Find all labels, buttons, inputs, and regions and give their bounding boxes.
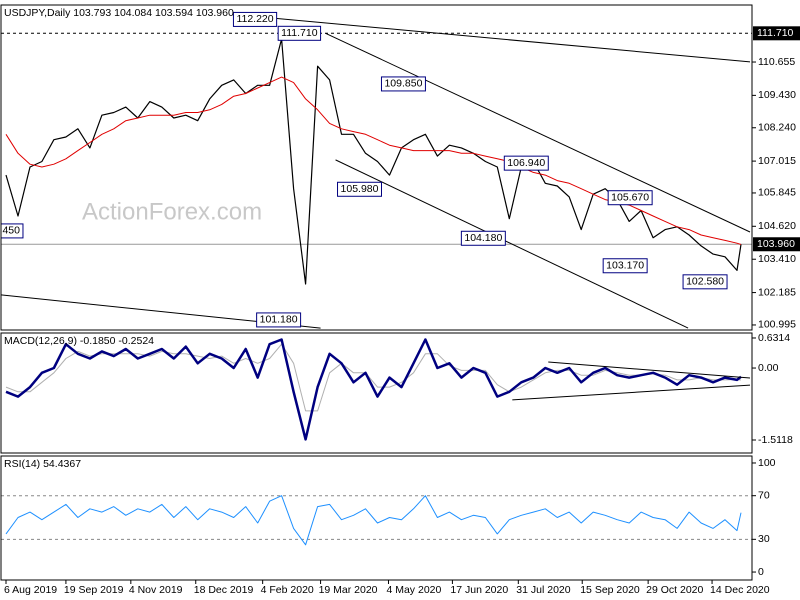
price-label-box <box>337 181 382 197</box>
x-tick-label: 4 May 2020 <box>386 584 441 596</box>
price-label-box <box>1 223 24 239</box>
series-line <box>5 343 742 412</box>
y-tick-label: 0.6314 <box>758 332 790 344</box>
panel: ActionForex.com 112.220 111.710 109.850 105.… <box>1 11 752 329</box>
price-label: 105.670 <box>611 191 649 203</box>
price-label-box <box>602 258 648 274</box>
x-tick-label: 4 Feb 2020 <box>261 584 314 596</box>
trend-line <box>236 14 751 63</box>
panel <box>5 338 751 441</box>
trend-line <box>325 32 751 233</box>
price-label-box <box>607 190 653 206</box>
y-tick-label: 102.185 <box>758 286 796 298</box>
price-label-box <box>232 11 278 27</box>
x-tick-label: 17 Jun 2020 <box>450 584 508 596</box>
panel <box>1 495 752 546</box>
price-label-box <box>503 155 549 171</box>
panel-title: RSI(14) 54.4367 <box>4 458 81 470</box>
level-label: 103.960 <box>757 238 795 250</box>
y-tick-label: 104.620 <box>758 220 796 232</box>
trend-line <box>512 384 751 401</box>
level-label: 111.710 <box>757 27 794 39</box>
x-tick-label: 15 Sep 2020 <box>580 584 640 596</box>
y-tick-label: 70 <box>758 489 770 501</box>
price-label: 450 <box>2 225 20 237</box>
price-label: 106.940 <box>507 157 545 169</box>
x-tick-label: 19 Mar 2020 <box>319 584 378 596</box>
y-tick-label: 0 <box>758 566 764 578</box>
price-label: 103.170 <box>606 260 644 272</box>
watermark: ActionForex.com <box>82 198 262 225</box>
x-tick-label: 14 Dec 2020 <box>710 584 770 596</box>
series-line <box>5 495 742 546</box>
series-line <box>5 38 742 285</box>
y-tick-label: 0.00 <box>758 362 779 374</box>
price-label: 112.220 <box>236 13 273 25</box>
y-tick-label: 103.410 <box>758 253 796 265</box>
trend-line <box>335 159 689 329</box>
x-tick-label: 31 Jul 2020 <box>516 584 570 596</box>
y-tick-label: 109.430 <box>758 89 796 101</box>
price-label: 105.980 <box>341 183 379 195</box>
trend-line <box>548 361 751 379</box>
level-label-box <box>753 237 800 252</box>
price-label: 102.580 <box>686 276 724 288</box>
x-tick-label: 19 Sep 2019 <box>64 584 124 596</box>
y-tick-label: 108.240 <box>758 122 796 134</box>
panel-frame <box>0 455 753 581</box>
price-label-box <box>460 230 506 246</box>
price-label: 101.180 <box>260 314 298 326</box>
x-tick-label: 4 Nov 2019 <box>129 584 183 596</box>
price-label-box <box>682 274 728 290</box>
price-label: 104.180 <box>464 232 502 244</box>
price-label-box <box>277 25 322 41</box>
price-label: 111.710 <box>281 27 318 39</box>
y-tick-label: 100.995 <box>758 319 796 331</box>
y-tick-label: 110.655 <box>758 56 795 68</box>
price-label-box <box>256 312 302 328</box>
panel-title: MACD(12,26,9) -0.1850 -0.2524 <box>4 335 154 347</box>
x-tick-label: 29 Oct 2020 <box>646 584 703 596</box>
panel-frame <box>0 4 753 331</box>
series-line <box>5 338 742 441</box>
price-label-box <box>380 76 426 92</box>
y-tick-label: 30 <box>758 533 770 545</box>
x-tick-label: 6 Aug 2019 <box>4 584 57 596</box>
panel-title: USDJPY,Daily 103.793 104.084 103.594 103… <box>4 7 234 19</box>
y-tick-label: 105.845 <box>758 187 796 199</box>
panel-frame <box>0 332 753 454</box>
level-label-box <box>753 26 800 41</box>
y-tick-label: 100 <box>758 457 776 469</box>
y-tick-label: -1.5118 <box>758 434 793 446</box>
x-tick-label: 18 Dec 2019 <box>194 584 254 596</box>
price-label: 109.850 <box>384 78 422 90</box>
y-tick-label: 107.015 <box>758 155 796 167</box>
